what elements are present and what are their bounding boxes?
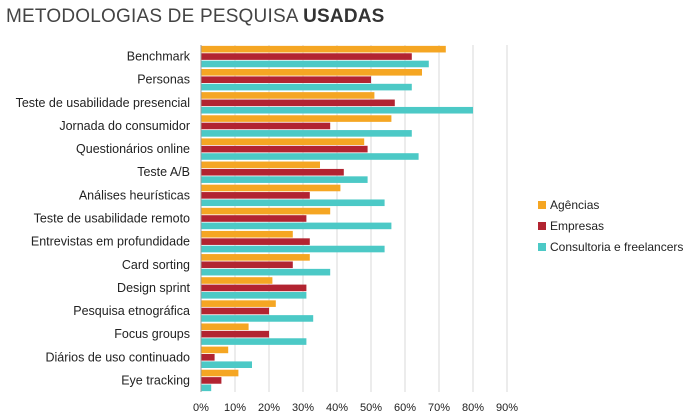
bar [201,60,429,68]
bar [201,115,392,122]
bar [201,300,276,307]
bar [201,99,395,107]
bar [201,261,293,269]
bar [201,199,385,207]
x-tick-label: 30% [292,402,314,414]
x-tick-label: 60% [394,402,416,414]
category-label: Pesquisa etnográfica [73,304,190,318]
bar [201,323,249,331]
x-tick-label: 0% [193,402,209,414]
bar [201,222,392,230]
bar [201,153,419,160]
bar [201,161,320,169]
x-tick-label: 40% [326,402,348,414]
bar [201,138,365,145]
bar [201,307,269,315]
category-label: Análises heurísticas [79,188,190,202]
category-label: Design sprint [117,281,190,295]
bar [201,361,252,368]
x-tick-label: 70% [428,402,450,414]
bar [201,192,310,199]
bar [201,277,273,284]
bar [201,145,368,153]
chart-title: METODOLOGIAS DE PESQUISA USADAS [6,6,385,28]
bar [201,369,239,377]
bar [201,168,344,176]
bar [201,184,341,192]
bar [201,354,215,361]
chart-title-bold: USADAS [303,6,385,27]
bar [201,83,412,91]
category-label: Questionários online [76,142,190,156]
bar [201,207,331,215]
bar [201,254,310,261]
bar [201,245,385,253]
x-tick-label: 50% [360,402,382,414]
legend: Agências Empresas Consultoria e freelancer… [538,198,683,254]
category-label: Jornada do consumidor [59,119,190,133]
x-tick-labels: 0% 10% 20% 30% 40% 50% 60% 70% 80% 90% [193,402,518,414]
bar [201,69,422,76]
category-label: Benchmark [127,50,191,64]
bar [201,230,293,238]
bar [201,92,375,99]
bar [201,346,229,354]
category-label: Focus groups [114,327,190,341]
bar [201,122,331,130]
bars [201,45,473,392]
legend-swatch [538,243,546,251]
category-label: Card sorting [122,258,190,272]
category-label: Eye tracking [121,373,190,387]
x-tick-label: 80% [462,402,484,414]
bar [201,384,212,392]
bar [201,338,307,345]
x-tick-label: 10% [224,402,246,414]
bar [201,106,473,114]
category-label: Diários de uso continuado [45,350,190,364]
bar [201,176,368,183]
category-label: Teste de usabilidade remoto [34,212,190,226]
category-labels: Benchmark Personas Teste de usabilidade pr… [16,50,191,388]
category-label: Personas [137,73,190,87]
bar [201,238,310,245]
bar [201,292,307,299]
bar [201,377,222,384]
bar [201,45,446,53]
chart-title-prefix: METODOLOGIAS DE PESQUISA [6,6,298,27]
bar [201,76,371,83]
x-tick-label: 90% [496,402,518,414]
legend-label: Agências [550,198,599,212]
bar [201,330,269,338]
bar [201,215,307,222]
category-label: Teste A/B [137,165,190,179]
legend-swatch [538,201,546,209]
bar [201,53,412,60]
category-label: Entrevistas em profundidade [31,235,190,249]
bar [201,268,331,276]
legend-label: Empresas [550,219,604,233]
category-label: Teste de usabilidade presencial [16,96,190,110]
legend-swatch [538,222,546,230]
bar [201,284,307,292]
bar [201,130,412,137]
legend-label: Consultoria e freelancers [550,240,683,254]
bar [201,315,314,322]
x-tick-label: 20% [258,402,280,414]
